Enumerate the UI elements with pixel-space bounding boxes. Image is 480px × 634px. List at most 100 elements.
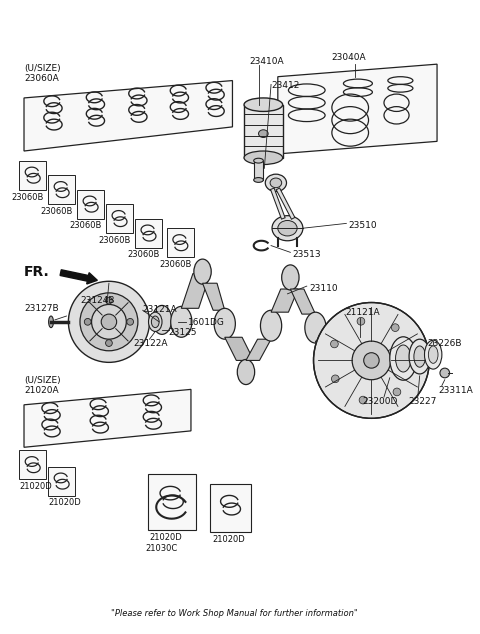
Ellipse shape [278,221,297,236]
Bar [254,160,264,180]
Circle shape [106,297,112,304]
Polygon shape [24,389,191,447]
Text: 21121A: 21121A [346,308,380,317]
Circle shape [359,396,367,404]
Polygon shape [225,337,254,360]
Circle shape [352,341,391,380]
Circle shape [408,356,416,365]
Bar [106,204,133,233]
Bar [147,474,196,530]
Text: 23124B: 23124B [80,296,115,305]
Text: 23121A: 23121A [143,306,177,314]
Text: 21020D: 21020D [19,482,52,491]
Circle shape [106,340,112,346]
Ellipse shape [428,346,438,363]
Text: 23227: 23227 [408,397,436,406]
Text: 23060B: 23060B [98,236,131,245]
Circle shape [331,340,338,348]
Circle shape [92,304,126,339]
Circle shape [127,318,133,325]
Circle shape [393,388,401,396]
Ellipse shape [148,312,162,332]
Bar [48,467,75,496]
Text: 21020D: 21020D [149,533,182,542]
Text: 23110: 23110 [310,284,338,293]
Ellipse shape [272,216,303,241]
Text: 1601DG: 1601DG [188,318,225,327]
Text: 23060B: 23060B [159,260,192,269]
Text: 23200D: 23200D [363,397,398,406]
Text: 23226B: 23226B [427,339,462,348]
Text: 23040A: 23040A [331,53,366,61]
Ellipse shape [214,308,235,339]
Circle shape [101,314,117,330]
Polygon shape [271,289,298,312]
Bar [19,160,46,190]
Ellipse shape [396,345,411,372]
Ellipse shape [237,359,255,385]
Text: 23122A: 23122A [133,339,168,348]
Text: 23060B: 23060B [12,193,44,202]
Circle shape [313,302,429,418]
Ellipse shape [265,174,287,191]
Bar [77,190,104,219]
Ellipse shape [244,98,283,112]
Circle shape [80,293,138,351]
Polygon shape [203,283,225,310]
Text: 21020D: 21020D [48,498,81,507]
Ellipse shape [349,314,371,345]
Circle shape [364,353,379,368]
Polygon shape [335,343,360,363]
Ellipse shape [254,178,264,183]
Text: FR.: FR. [24,265,50,279]
Polygon shape [24,81,232,151]
Text: (U/SIZE): (U/SIZE) [24,64,60,73]
Text: 21020D: 21020D [212,535,245,544]
Circle shape [357,318,365,325]
Ellipse shape [424,340,442,369]
Bar [135,219,162,247]
Text: 23127B: 23127B [24,304,59,313]
Text: 21020A: 21020A [24,385,59,394]
Text: 23060B: 23060B [40,207,73,216]
Polygon shape [315,341,342,363]
Text: 23510: 23510 [348,221,377,231]
Ellipse shape [282,265,299,290]
Text: 23060B: 23060B [70,221,102,231]
Polygon shape [278,64,437,154]
Ellipse shape [151,316,159,328]
Ellipse shape [152,306,172,334]
Text: 23311A: 23311A [438,385,473,394]
Text: 23060B: 23060B [127,250,160,259]
Text: 23410A: 23410A [250,58,285,67]
Ellipse shape [244,151,283,164]
Ellipse shape [409,339,430,374]
Bar [19,450,46,479]
Circle shape [84,318,91,325]
Text: 23125: 23125 [169,328,197,337]
Bar [244,105,283,158]
Ellipse shape [270,178,282,188]
Ellipse shape [368,315,387,344]
Ellipse shape [326,361,344,387]
Ellipse shape [194,259,211,284]
Text: 23513: 23513 [292,250,321,259]
Ellipse shape [414,346,425,367]
Text: (U/SIZE): (U/SIZE) [24,376,60,385]
Ellipse shape [259,130,268,138]
Polygon shape [290,289,315,314]
Text: 23412: 23412 [271,81,300,89]
Ellipse shape [390,337,417,380]
FancyArrow shape [60,270,97,284]
Ellipse shape [171,306,192,337]
Text: 21030C: 21030C [145,544,178,553]
Polygon shape [181,274,210,308]
Circle shape [69,281,149,363]
Text: 23060A: 23060A [24,74,59,83]
Circle shape [391,324,399,332]
Ellipse shape [48,316,53,328]
Circle shape [440,368,450,378]
Polygon shape [246,339,271,360]
Bar [210,484,251,532]
Text: "Please refer to Work Shop Manual for further information": "Please refer to Work Shop Manual for fu… [111,609,358,618]
